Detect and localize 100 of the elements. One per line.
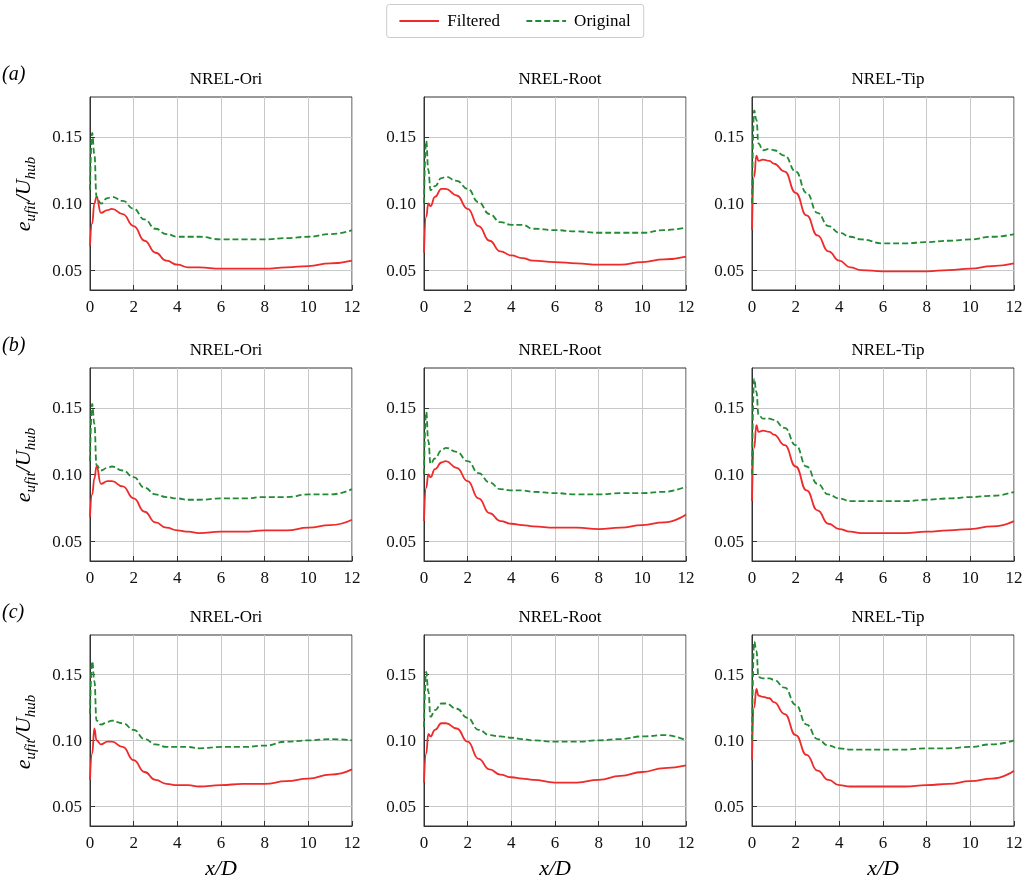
y-tick-label: 0.15: [52, 665, 82, 685]
x-tick-label: 4: [507, 568, 517, 587]
y-tick-label: 0.05: [386, 531, 416, 551]
line-series: [751, 377, 1015, 502]
x-tick-label: 2: [791, 297, 800, 316]
x-tick-label: 4: [835, 833, 845, 852]
y-tick-label: 0.15: [714, 127, 744, 147]
line-series: [423, 411, 687, 496]
x-tick-label: 0: [747, 568, 757, 587]
line-series: [751, 640, 1015, 751]
line-series: [89, 195, 353, 270]
line-series: [89, 727, 353, 788]
chart-title: NREL-Tip: [851, 607, 925, 626]
x-tick-label: 4: [835, 297, 845, 316]
x-tick-label: 4: [173, 297, 183, 316]
x-tick-label: 12: [677, 833, 695, 852]
legend-label: Filtered: [447, 11, 501, 31]
y-tick-label: 0.10: [386, 193, 416, 213]
x-tick-label: 0: [85, 833, 95, 852]
x-tick-label: 6: [550, 297, 560, 316]
y-tick-label: 0.15: [714, 665, 744, 685]
x-tick-label: 0: [419, 568, 429, 587]
line-series: [89, 403, 353, 501]
line-series: [89, 132, 353, 241]
y-tick-label: 0.15: [386, 398, 416, 418]
chart-title: NREL-Root: [518, 340, 602, 359]
y-tick-label: 0.10: [386, 730, 416, 750]
x-axis-title: x/D: [538, 854, 571, 880]
y-tick-label: 0.10: [52, 464, 82, 484]
y-tick-label: 0.05: [52, 531, 82, 551]
chart-title: NREL-Tip: [851, 340, 925, 359]
x-axis-title: x/D: [866, 854, 899, 880]
x-tick-label: 4: [507, 833, 517, 852]
x-tick-label: 0: [85, 297, 95, 316]
x-tick-label: 8: [594, 568, 603, 587]
y-tick-label: 0.10: [714, 193, 744, 213]
x-tick-label: 0: [747, 833, 757, 852]
x-tick-label: 8: [594, 297, 603, 316]
line-series: [423, 722, 687, 784]
x-tick-label: 0: [747, 297, 757, 316]
x-tick-label: 6: [878, 568, 888, 587]
x-tick-label: 6: [216, 297, 226, 316]
chart-title: NREL-Ori: [189, 607, 263, 626]
line-series: [751, 688, 1015, 788]
y-tick-label: 0.15: [52, 398, 82, 418]
chart-title: NREL-Ori: [189, 69, 263, 88]
x-tick-label: 10: [299, 297, 317, 316]
y-tick-label: 0.05: [714, 531, 744, 551]
y-tick-label: 0.05: [52, 260, 82, 280]
x-tick-label: 10: [299, 833, 317, 852]
line-series: [89, 465, 353, 534]
chart-title: NREL-Ori: [189, 340, 263, 359]
text: (a): [2, 62, 26, 85]
line-series: [423, 460, 687, 530]
x-tick-label: 8: [260, 833, 269, 852]
x-tick-label: 0: [419, 297, 429, 316]
x-tick-label: 6: [550, 568, 560, 587]
x-tick-label: 12: [343, 568, 361, 587]
x-tick-label: 2: [463, 297, 472, 316]
x-tick-label: 10: [299, 568, 317, 587]
x-tick-label: 2: [463, 568, 472, 587]
x-tick-label: 6: [878, 833, 888, 852]
x-tick-label: 8: [594, 833, 603, 852]
line-series: [89, 660, 353, 750]
x-tick-label: 10: [633, 833, 651, 852]
x-tick-label: 6: [216, 568, 226, 587]
y-tick-label: 0.10: [52, 193, 82, 213]
chart-title: NREL-Root: [518, 69, 602, 88]
chart-title: NREL-Tip: [851, 69, 925, 88]
x-tick-label: 2: [463, 833, 472, 852]
x-tick-label: 2: [129, 833, 138, 852]
x-tick-label: 8: [922, 568, 931, 587]
x-tick-label: 8: [922, 833, 931, 852]
y-tick-label: 0.05: [714, 796, 744, 816]
x-tick-label: 4: [507, 297, 517, 316]
x-tick-label: 8: [260, 297, 269, 316]
x-tick-label: 0: [85, 568, 95, 587]
y-tick-label: 0.15: [52, 127, 82, 147]
x-tick-label: 4: [835, 568, 845, 587]
y-tick-label: 0.05: [386, 796, 416, 816]
x-tick-label: 10: [633, 568, 651, 587]
y-tick-label: 0.10: [52, 730, 82, 750]
y-tick-label: 0.05: [714, 260, 744, 280]
x-tick-label: 6: [550, 833, 560, 852]
y-tick-label: 0.15: [386, 127, 416, 147]
line-series: [423, 187, 687, 266]
x-tick-label: 4: [173, 833, 183, 852]
line-series: [751, 424, 1015, 534]
x-tick-label: 4: [173, 568, 183, 587]
chart-title: NREL-Root: [518, 607, 602, 626]
x-tick-label: 12: [1005, 297, 1023, 316]
text: (b): [2, 333, 26, 356]
x-tick-label: 10: [961, 833, 979, 852]
x-tick-label: 2: [791, 568, 800, 587]
y-tick-label: 0.05: [386, 260, 416, 280]
x-tick-label: 12: [677, 568, 695, 587]
x-axis-title: x/D: [204, 854, 237, 880]
y-tick-label: 0.15: [386, 665, 416, 685]
x-tick-label: 10: [961, 297, 979, 316]
x-tick-label: 2: [791, 833, 800, 852]
